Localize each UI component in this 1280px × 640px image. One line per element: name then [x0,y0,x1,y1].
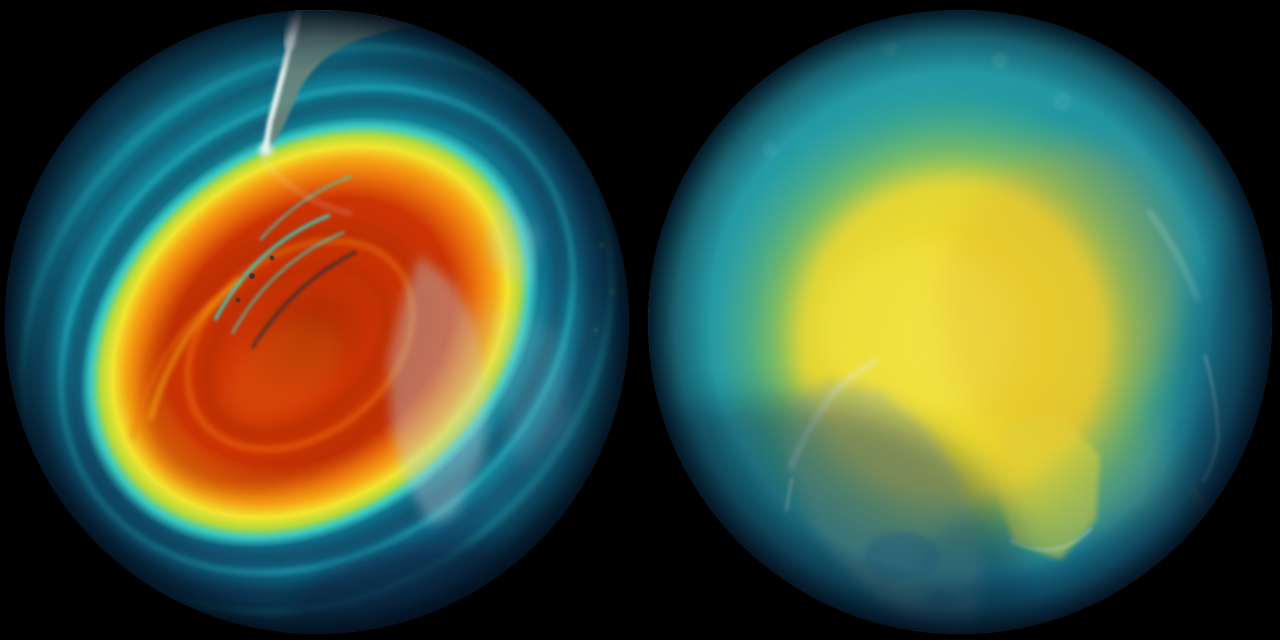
right-globe-limb-shading [648,10,1272,634]
left-globe-limb-shading [5,10,629,634]
right-globe-arctic [648,10,1272,634]
